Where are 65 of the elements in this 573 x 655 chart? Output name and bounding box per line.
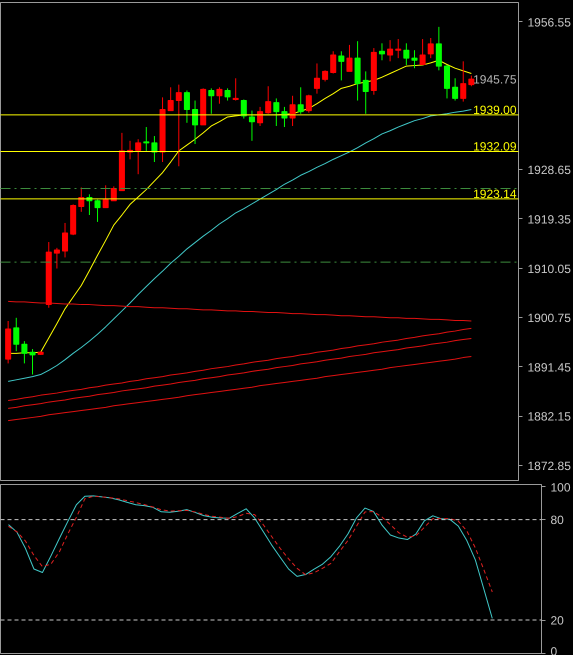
candlestick xyxy=(428,38,434,59)
candlestick xyxy=(62,222,68,258)
candlestick xyxy=(216,86,222,104)
candlestick xyxy=(248,110,255,142)
candlestick xyxy=(290,95,296,126)
candlestick xyxy=(94,199,101,222)
candlestick xyxy=(403,42,410,66)
candlestick xyxy=(30,348,36,376)
y-tick-label: 1928.65 xyxy=(528,163,572,178)
candlestick xyxy=(306,94,312,114)
candlestick xyxy=(151,136,158,163)
candlestick xyxy=(273,98,280,126)
candlestick xyxy=(135,138,142,175)
y-tick-label: 1910.05 xyxy=(528,262,572,276)
candlestick xyxy=(184,90,190,124)
y-tick-label: 20 xyxy=(550,614,564,628)
candlestick xyxy=(143,126,150,152)
candlestick xyxy=(176,84,182,167)
candlestick xyxy=(54,247,60,270)
candlestick xyxy=(420,38,426,66)
candlestick xyxy=(208,88,214,114)
line-series xyxy=(8,300,472,322)
line-series xyxy=(8,109,472,382)
candlestick xyxy=(298,86,304,114)
candlestick xyxy=(21,340,28,364)
y-tick-label: 80 xyxy=(550,513,564,528)
candlestick xyxy=(387,40,394,62)
candlestick xyxy=(378,42,385,61)
candlestick xyxy=(78,186,84,212)
candlestick xyxy=(168,86,174,112)
candlestick xyxy=(362,70,369,114)
line-series xyxy=(8,356,472,422)
candlestick xyxy=(411,50,418,69)
y-tick-label: 1872.85 xyxy=(528,458,572,473)
annotation: 1945.75 xyxy=(473,72,517,87)
candlestick xyxy=(346,44,352,72)
candlestick xyxy=(436,26,442,71)
candlestick xyxy=(460,60,466,102)
line-series xyxy=(8,328,472,401)
candlestick xyxy=(224,88,231,102)
candlestick xyxy=(13,317,20,352)
candlestick xyxy=(232,78,239,102)
y-tick-label: 1956.55 xyxy=(528,15,572,30)
candlestick xyxy=(265,86,272,114)
line-series xyxy=(8,338,472,409)
y-tick-label: 1882.15 xyxy=(528,410,572,424)
candlestick xyxy=(314,62,320,94)
candlestick xyxy=(102,184,109,208)
y-tick-label: 1891.45 xyxy=(528,360,572,374)
y-tick-label: 1900.75 xyxy=(528,311,572,326)
ref-line-label: 1923.14 xyxy=(473,186,517,201)
ref-line-label: 1932.09 xyxy=(473,139,517,154)
candlestick xyxy=(192,100,198,144)
candlestick xyxy=(322,70,328,82)
candlestick xyxy=(240,98,247,120)
candlestick xyxy=(257,106,264,126)
candlestick xyxy=(444,64,450,99)
candlestick xyxy=(452,78,458,102)
y-tick-label: 1919.35 xyxy=(528,212,572,226)
candlestick xyxy=(330,50,336,74)
ref-line-label: 1939.00 xyxy=(473,102,517,117)
candlestick xyxy=(468,75,474,87)
candlestick xyxy=(395,38,402,59)
y-tick-label: 100 xyxy=(550,480,571,494)
candlestick xyxy=(338,50,344,81)
